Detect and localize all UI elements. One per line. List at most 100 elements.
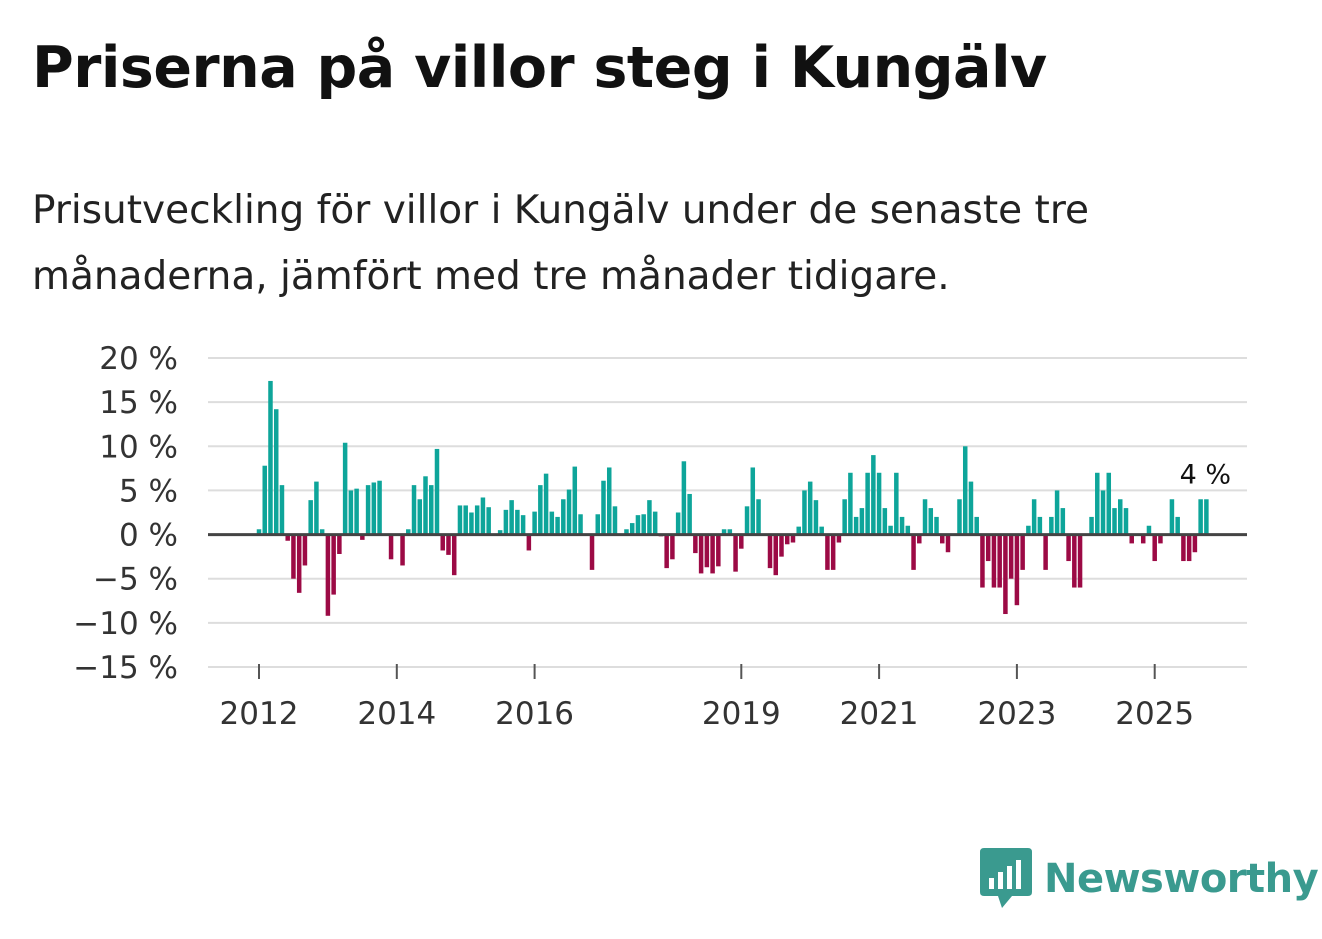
bar — [962, 446, 968, 535]
bar — [710, 534, 715, 574]
bar — [853, 516, 859, 535]
bar — [1175, 516, 1180, 535]
bar — [928, 508, 934, 535]
bar — [836, 534, 842, 543]
bar — [980, 534, 985, 588]
bar — [635, 515, 641, 535]
bar — [664, 534, 669, 569]
bar — [1049, 516, 1054, 535]
y-tick-label: 20 % — [99, 341, 178, 377]
bar — [1192, 534, 1198, 553]
bar — [1072, 534, 1077, 588]
bar — [830, 534, 836, 570]
bar — [750, 467, 756, 535]
axes: 20 % 15 % 10 % 5 % 0 % −5 % −10 % −15 % 2012 2014… — [73, 341, 1247, 732]
bar — [256, 529, 262, 535]
brand-logo: Newsworthy — [980, 848, 1319, 910]
bar — [457, 505, 463, 535]
bar — [308, 500, 313, 535]
bar — [1077, 534, 1083, 588]
bar — [698, 534, 704, 574]
bar — [1152, 534, 1157, 562]
bar — [509, 500, 514, 535]
bar — [555, 516, 560, 535]
bar — [1054, 490, 1060, 535]
bar — [434, 448, 440, 535]
page-title: Priserna på villor steg i Kungälv — [32, 35, 1047, 101]
bar — [268, 380, 273, 535]
bar — [802, 490, 807, 535]
bar — [865, 472, 870, 535]
bar — [285, 534, 290, 541]
x-tick-label: 2014 — [357, 696, 436, 732]
bar — [629, 523, 635, 535]
bar — [1181, 534, 1186, 562]
bar — [871, 455, 876, 535]
bar — [727, 529, 733, 535]
bar — [687, 493, 692, 535]
bar — [549, 511, 555, 535]
bar — [1089, 516, 1094, 535]
bar — [796, 526, 801, 535]
bar — [572, 466, 578, 535]
brand-name: Newsworthy — [1044, 856, 1319, 902]
bar — [721, 529, 727, 535]
bar — [291, 534, 296, 579]
bar — [601, 480, 606, 535]
bar — [1066, 534, 1071, 562]
bar — [859, 508, 865, 535]
bar — [1003, 534, 1008, 615]
y-tick-label: 5 % — [119, 473, 178, 509]
bar — [262, 465, 267, 535]
bar — [429, 485, 434, 535]
bar — [543, 473, 549, 535]
x-tick-label: 2016 — [495, 696, 574, 732]
bar — [985, 534, 991, 562]
bar — [681, 461, 687, 535]
bar — [561, 499, 566, 535]
bar — [1169, 499, 1175, 535]
x-tick-label: 2021 — [840, 696, 919, 732]
bar — [417, 499, 423, 535]
bar — [922, 499, 928, 535]
bar — [612, 506, 618, 535]
bar — [365, 485, 371, 535]
bar — [440, 534, 445, 551]
bar — [670, 534, 675, 560]
bar — [624, 529, 629, 535]
bar — [273, 409, 279, 535]
chart-subtitle: Prisutveckling för villor i Kungälv unde… — [32, 188, 1089, 300]
bar — [807, 481, 813, 535]
bars — [256, 380, 1209, 616]
bar — [716, 534, 721, 567]
y-tick-label: 15 % — [99, 385, 178, 421]
bar — [911, 534, 916, 570]
bar — [940, 534, 945, 544]
bar — [819, 526, 824, 535]
bar — [693, 534, 698, 554]
bar — [354, 488, 359, 535]
bar — [767, 534, 773, 569]
bar — [348, 490, 354, 535]
bar — [1060, 508, 1066, 535]
bar — [842, 499, 847, 535]
bar — [331, 534, 336, 595]
y-tick-label: −15 % — [73, 650, 178, 686]
bar — [578, 514, 583, 535]
bar — [279, 485, 285, 535]
bar — [813, 500, 819, 535]
bar — [641, 514, 646, 535]
bar — [1095, 472, 1100, 535]
bar — [704, 534, 710, 568]
bar — [469, 512, 474, 535]
bar — [371, 482, 377, 535]
x-tick-label: 2023 — [977, 696, 1056, 732]
bar — [302, 534, 308, 566]
bar — [974, 516, 979, 535]
bar — [486, 507, 491, 535]
bar — [1198, 499, 1203, 535]
bar — [997, 534, 1002, 588]
bar — [899, 516, 905, 535]
bar — [675, 512, 681, 535]
bar — [446, 534, 451, 555]
